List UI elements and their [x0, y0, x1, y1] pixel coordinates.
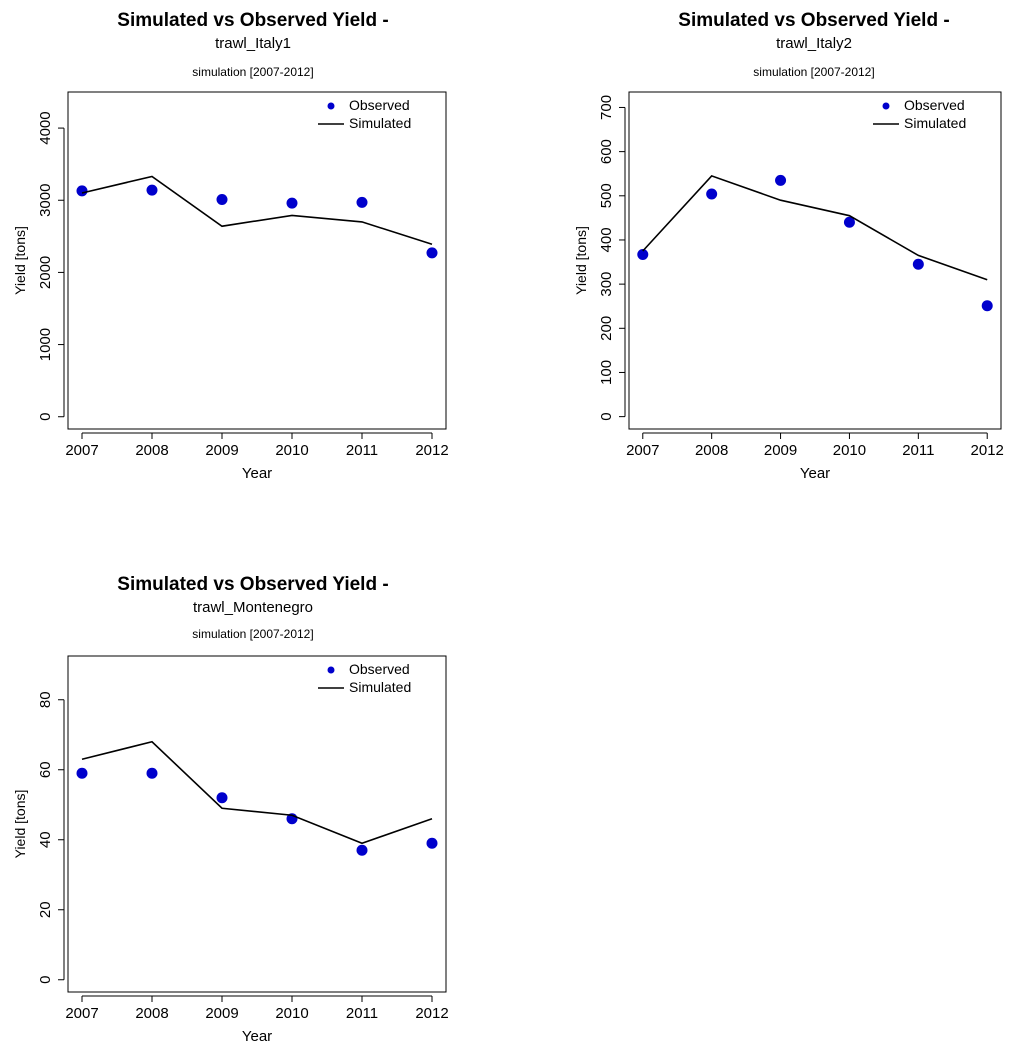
- data-point-observed: [286, 197, 298, 209]
- chart-title: Simulated vs Observed Yield -: [117, 10, 388, 31]
- x-tick-label: 2010: [275, 442, 308, 459]
- chart-title: Simulated vs Observed Yield -: [117, 574, 388, 595]
- chart-subtitle: trawl_Montenegro: [193, 599, 313, 616]
- x-tick-label: 2009: [764, 442, 797, 459]
- y-tick-label: 20: [37, 901, 54, 918]
- x-tick-label: 2011: [902, 442, 934, 459]
- y-tick-label: 0: [37, 413, 54, 421]
- data-point-observed: [706, 188, 718, 200]
- y-tick-label: 80: [37, 691, 54, 708]
- legend-marker-observed: [882, 102, 890, 110]
- x-tick-label: 2011: [346, 1005, 378, 1022]
- data-point-observed: [912, 258, 924, 270]
- legend-label-simulated: Simulated: [349, 115, 411, 131]
- data-point-observed: [981, 300, 993, 312]
- x-axis-label: Year: [800, 465, 830, 482]
- chart-caption: simulation [2007-2012]: [192, 627, 313, 641]
- data-point-observed: [426, 247, 438, 259]
- data-point-observed: [843, 216, 855, 228]
- legend-label-simulated: Simulated: [349, 679, 411, 695]
- series-line-simulated: [81, 740, 433, 845]
- data-point-observed: [76, 767, 88, 779]
- x-tick-label: 2012: [415, 442, 448, 459]
- legend-label-observed: Observed: [349, 97, 410, 113]
- y-tick-label: 40: [37, 831, 54, 848]
- chart-subtitle: trawl_Italy1: [215, 35, 291, 52]
- y-tick-label: 200: [598, 316, 615, 341]
- data-point-observed: [76, 185, 88, 197]
- chart-caption: simulation [2007-2012]: [192, 65, 313, 79]
- x-tick-label: 2007: [65, 442, 98, 459]
- x-axis-label: Year: [242, 465, 272, 482]
- data-point-observed: [775, 174, 787, 186]
- legend-label-simulated: Simulated: [904, 115, 966, 131]
- y-tick-label: 1000: [37, 328, 54, 361]
- data-point-observed: [637, 249, 649, 261]
- y-tick-label: 0: [37, 976, 54, 984]
- series-line-simulated: [642, 174, 988, 281]
- y-tick-label: 300: [598, 272, 615, 297]
- y-axis-label: Yield [tons]: [12, 226, 28, 295]
- x-tick-label: 2008: [135, 442, 168, 459]
- y-tick-label: 4000: [37, 111, 54, 144]
- data-point-observed: [146, 184, 158, 196]
- x-tick-label: 2010: [833, 442, 866, 459]
- x-tick-label: 2007: [65, 1005, 98, 1022]
- data-point-observed: [216, 792, 228, 804]
- x-tick-label: 2011: [346, 442, 378, 459]
- y-tick-label: 3000: [37, 184, 54, 217]
- chart-panel-2: Simulated vs Observed Yield - trawl_Italy…: [573, 10, 1004, 482]
- plot-frame: [628, 91, 1002, 430]
- y-tick-label: 600: [598, 139, 615, 164]
- data-point-observed: [356, 844, 368, 856]
- y-tick-label: 60: [37, 761, 54, 778]
- chart-panel-1: Simulated vs Observed Yield - trawl_Italy…: [12, 10, 449, 482]
- legend-marker-observed: [327, 102, 335, 110]
- chart-title: Simulated vs Observed Yield -: [678, 10, 949, 31]
- series-line-simulated: [81, 175, 433, 246]
- legend-label-observed: Observed: [904, 97, 965, 113]
- y-tick-label: 100: [598, 360, 615, 385]
- x-tick-label: 2008: [135, 1005, 168, 1022]
- x-tick-label: 2008: [695, 442, 728, 459]
- x-tick-label: 2012: [971, 442, 1004, 459]
- legend-label-observed: Observed: [349, 661, 410, 677]
- y-tick-label: 400: [598, 227, 615, 252]
- plot-frame: [67, 655, 447, 993]
- x-axis-label: Year: [242, 1028, 272, 1045]
- x-tick-label: 2009: [205, 1005, 238, 1022]
- y-axis-label: Yield [tons]: [573, 226, 589, 295]
- y-tick-label: 500: [598, 183, 615, 208]
- y-tick-label: 2000: [37, 256, 54, 289]
- y-axis-label: Yield [tons]: [12, 790, 28, 859]
- data-point-observed: [216, 194, 228, 206]
- x-tick-label: 2009: [205, 442, 238, 459]
- plot-frame: [67, 91, 447, 430]
- chart-caption: simulation [2007-2012]: [753, 65, 874, 79]
- chart-panel-3: Simulated vs Observed Yield - trawl_Monte…: [12, 574, 449, 1045]
- x-tick-label: 2007: [626, 442, 659, 459]
- x-tick-label: 2012: [415, 1005, 448, 1022]
- y-tick-label: 700: [598, 95, 615, 120]
- data-point-observed: [426, 837, 438, 849]
- data-point-observed: [356, 196, 368, 208]
- chart-subtitle: trawl_Italy2: [776, 35, 852, 52]
- data-point-observed: [146, 767, 158, 779]
- x-tick-label: 2010: [275, 1005, 308, 1022]
- legend-marker-observed: [327, 666, 335, 674]
- y-tick-label: 0: [598, 412, 615, 420]
